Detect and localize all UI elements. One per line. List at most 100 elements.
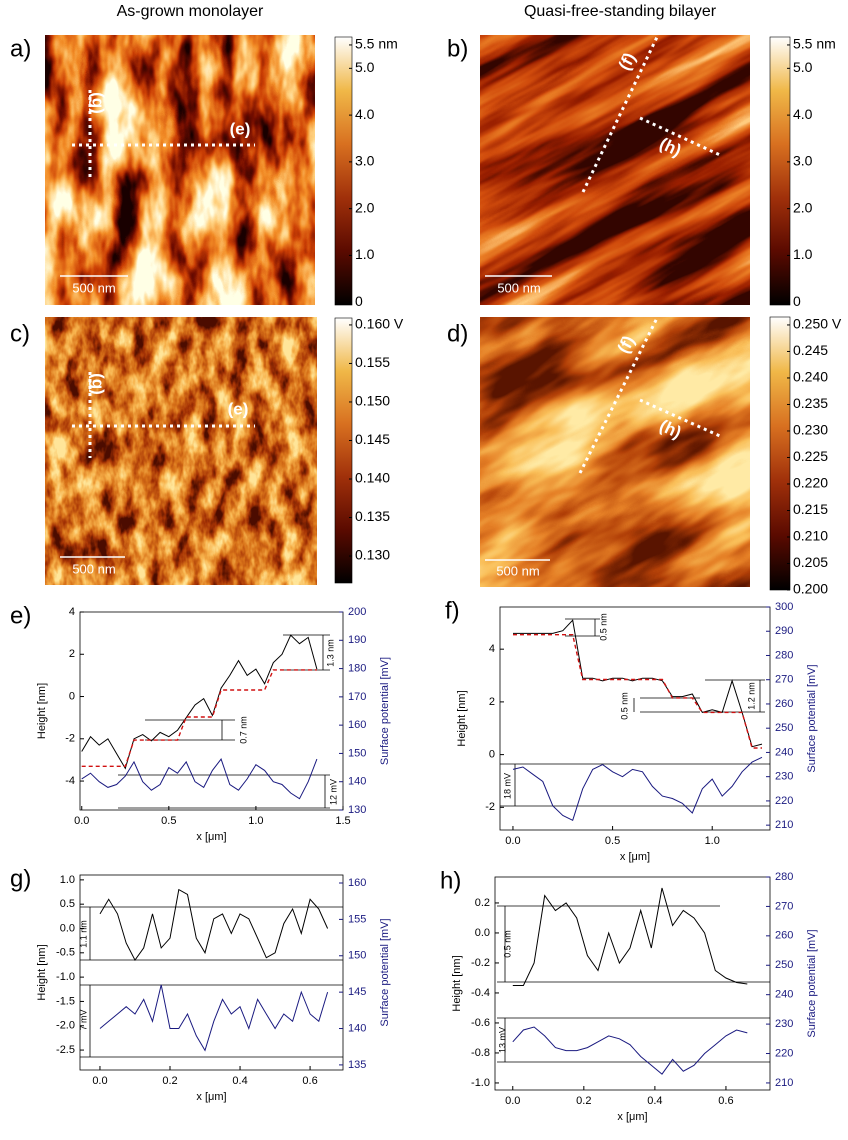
y2-tick-label: 160 (348, 719, 366, 731)
panel-label: d) (447, 320, 468, 347)
y2-tick-label: 230 (775, 1018, 793, 1030)
y-tick-label: -0.6 (471, 1017, 490, 1029)
y2-tick-label: 190 (348, 634, 366, 646)
x-tick-label: 0.4 (232, 1075, 247, 1087)
colorbar-tick-label: 5.0 (793, 59, 813, 75)
panel-label: a) (10, 35, 31, 62)
x-tick-label: 0.0 (505, 1095, 520, 1107)
colorbar-tick-label: 0.155 (355, 354, 390, 370)
data-line (99, 888, 329, 962)
colorbar (769, 36, 791, 306)
profile-label: (f) (615, 50, 640, 74)
y-tick-label: 4 (489, 643, 495, 655)
y-tick-label: 0 (69, 690, 75, 702)
annotation: 0.5 nm (502, 930, 512, 958)
data-line (512, 1026, 748, 1075)
afm-image (45, 35, 315, 305)
colorbar (769, 316, 791, 591)
y2-tick-label: 220 (775, 795, 793, 807)
annotation: 1.1 nm (78, 920, 88, 948)
y2-tick-label: 140 (348, 776, 366, 788)
y2-tick-label: 155 (348, 913, 366, 925)
data-line (512, 756, 763, 822)
colorbar-tick-label: 0.205 (793, 554, 828, 570)
y2-tick-label: 140 (348, 1022, 366, 1034)
colorbar-tick-label: 4.0 (355, 106, 375, 122)
y-tick-label: -1.5 (56, 995, 75, 1007)
y2-tick-label: 290 (775, 625, 793, 637)
y-tick-label: -1.0 (56, 971, 75, 983)
panel-label: g) (10, 865, 31, 892)
column-header: As-grown monolayer (117, 3, 264, 20)
y-tick-label: -2 (65, 733, 75, 745)
x-axis-label: x [μm] (196, 831, 226, 843)
data-line (513, 619, 763, 748)
y-axis-label: Height [nm] (36, 683, 48, 739)
colorbar-tick-label: 0.130 (355, 547, 390, 563)
colorbar-tick-label: 3.0 (793, 153, 813, 169)
y-axis-label: Height [nm] (456, 690, 468, 746)
y2-axis-label: Surface potential [mV] (379, 657, 391, 765)
y-tick-label: 2 (69, 648, 75, 660)
plot-frame (494, 876, 771, 1091)
x-axis-label: x [μm] (196, 1091, 226, 1103)
x-axis-label: x [μm] (617, 1111, 647, 1123)
colorbar-tick-label: 2.0 (355, 199, 375, 215)
annotation: 1.2 nm (746, 682, 756, 710)
x-tick-label: 0.5 (161, 815, 176, 827)
y2-tick-label: 260 (775, 930, 793, 942)
annotation: 0.5 nm (619, 692, 629, 720)
panel-label: e) (10, 602, 31, 629)
plot-frame (79, 611, 344, 811)
colorbar-tick-label: 2.0 (793, 199, 813, 215)
colorbar-tick-label: 5.5 nm (355, 36, 398, 52)
profile-label: (g) (89, 92, 108, 114)
y2-tick-label: 145 (348, 986, 366, 998)
annotation: 12 mV (328, 779, 338, 805)
colorbar-tick-label: 0 (355, 293, 363, 309)
y-tick-label: -0.2 (471, 957, 490, 969)
data-line (513, 634, 762, 749)
y2-tick-label: 150 (348, 747, 366, 759)
y-tick-label: 0.0 (475, 927, 490, 939)
x-tick-label: 0.6 (302, 1075, 317, 1087)
x-tick-label: 0.2 (162, 1075, 177, 1087)
y-tick-label: -2.5 (56, 1044, 75, 1056)
x-tick-label: 0.2 (576, 1095, 591, 1107)
annotation: 0.7 nm (238, 716, 248, 744)
y-tick-label: 2 (489, 696, 495, 708)
y2-tick-label: 280 (775, 871, 793, 883)
profile-lines (72, 34, 721, 474)
y-tick-label: -0.8 (471, 1047, 490, 1059)
y-tick-label: 0.2 (475, 897, 490, 909)
colorbar-tick-label: 0.210 (793, 528, 828, 544)
colorbar-tick-label: 0.240 (793, 369, 828, 385)
y2-tick-label: 250 (775, 959, 793, 971)
y-tick-label: 4 (69, 606, 75, 618)
x-axis-label: x [μm] (620, 851, 650, 863)
y2-tick-label: 280 (775, 649, 793, 661)
y2-tick-label: 170 (348, 691, 366, 703)
y2-tick-label: 230 (775, 771, 793, 783)
y2-tick-label: 200 (348, 606, 366, 618)
data-line (81, 669, 317, 767)
y-tick-label: -1.0 (471, 1077, 490, 1089)
annotation: 7 mV (78, 1009, 88, 1030)
column-header: Quasi-free-standing bilayer (524, 3, 717, 20)
colorbar-tick-label: 3.0 (355, 153, 375, 169)
x-tick-label: 0.0 (505, 835, 520, 847)
colorbar-tick-label: 5.0 (355, 59, 375, 75)
y2-tick-label: 220 (775, 1047, 793, 1059)
plot-frame (79, 874, 344, 1071)
y2-tick-label: 270 (775, 900, 793, 912)
y2-tick-label: 250 (775, 722, 793, 734)
scale-bar-label: 500 nm (72, 561, 115, 576)
colorbar (334, 36, 353, 306)
data-line (81, 634, 318, 770)
y2-tick-label: 130 (348, 804, 366, 816)
scale-bar-label: 500 nm (72, 280, 115, 295)
colorbar-tick-label: 0.160 V (355, 316, 404, 332)
kpfm-image (45, 317, 317, 585)
y2-tick-label: 240 (775, 746, 793, 758)
